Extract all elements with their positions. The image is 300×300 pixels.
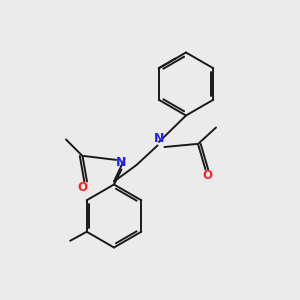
Text: N: N xyxy=(116,155,127,169)
Text: O: O xyxy=(202,169,212,182)
Text: N: N xyxy=(154,131,164,145)
Text: O: O xyxy=(77,181,88,194)
